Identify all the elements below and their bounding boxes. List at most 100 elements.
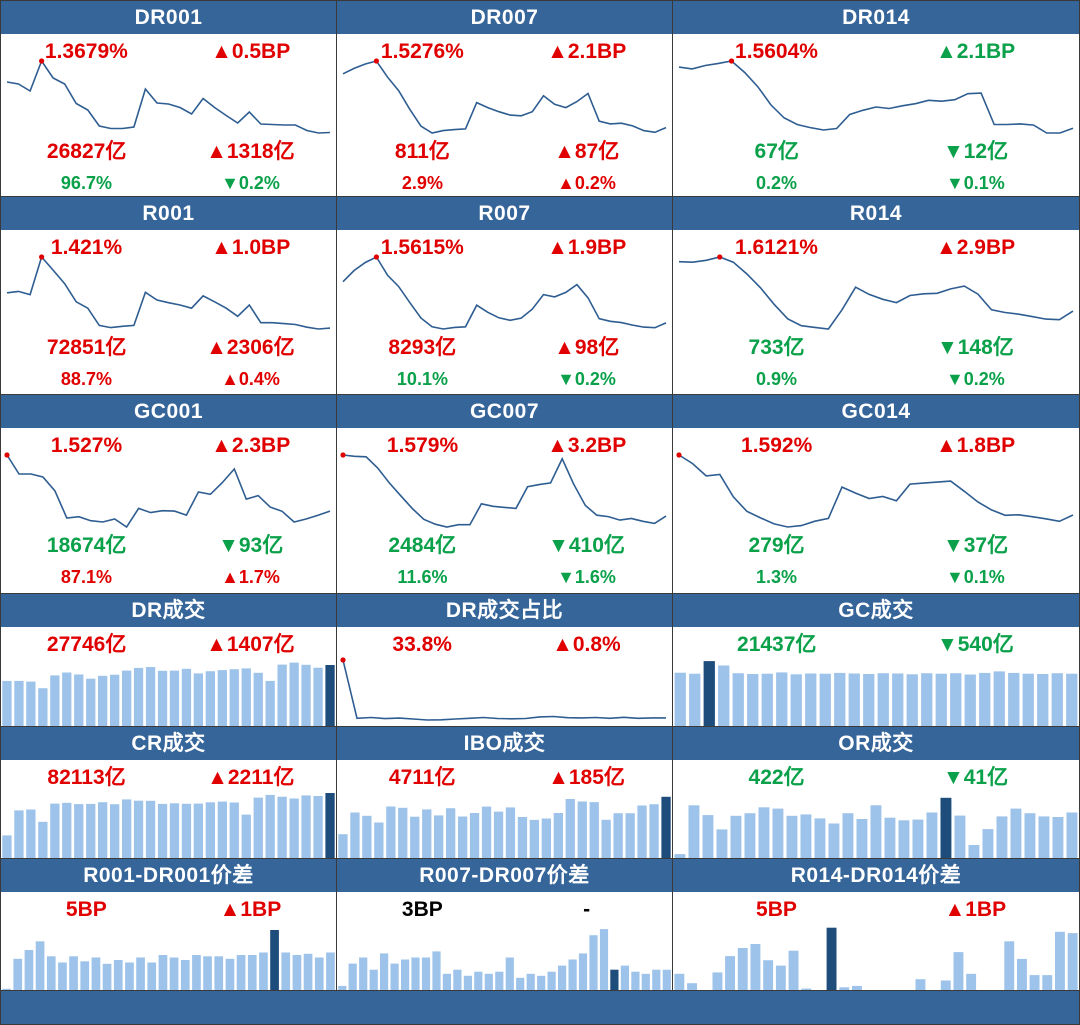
- value-right-1: ▲185亿: [548, 766, 625, 789]
- value-left-1: 5BP: [756, 898, 797, 921]
- bar: [1066, 812, 1078, 858]
- footer-bar: [0, 990, 1080, 1025]
- bar: [14, 680, 24, 726]
- bar: [229, 802, 239, 858]
- bar: [463, 975, 472, 990]
- bar: [786, 815, 798, 858]
- latest-point-marker: [373, 58, 380, 64]
- bar: [750, 944, 761, 990]
- latest-point-marker: [39, 58, 45, 64]
- value-left-1: 1.6121%: [735, 236, 818, 259]
- bar: [193, 673, 203, 726]
- value-left-1: 82113亿: [47, 766, 126, 789]
- bar: [1008, 672, 1020, 726]
- series-line: [6, 59, 331, 134]
- bar: [674, 672, 686, 726]
- latest-point-marker: [340, 452, 346, 458]
- value-left-1: 1.421%: [50, 236, 123, 259]
- bar: [625, 813, 635, 858]
- bar: [877, 673, 889, 726]
- bar: [493, 811, 504, 858]
- line-chart: [678, 58, 1074, 134]
- value-left-1: 3BP: [401, 898, 443, 921]
- panel-title: DR007: [337, 1, 672, 34]
- panel-title: OR成交: [673, 727, 1079, 760]
- bar: [517, 817, 528, 858]
- value-right-1: ▲2.3BP: [211, 434, 291, 457]
- panel-title: GC成交: [673, 594, 1079, 627]
- bar: [380, 953, 389, 990]
- value-left-3: 87.1%: [60, 567, 112, 587]
- value-left-2: 811亿: [394, 140, 450, 163]
- line-chart: [6, 58, 331, 134]
- bar: [481, 806, 492, 858]
- value-right-1: ▲1407亿: [206, 633, 295, 656]
- latest-bar: [703, 661, 715, 726]
- panel-title: IBO成交: [337, 727, 672, 760]
- bar: [91, 957, 101, 990]
- bar: [314, 957, 324, 990]
- bar: [169, 957, 179, 990]
- bar-chart: [674, 927, 1078, 990]
- bar: [398, 807, 408, 858]
- bar: [46, 956, 56, 990]
- bar: [2, 988, 11, 990]
- latest-bar: [325, 793, 335, 858]
- bar: [253, 797, 263, 858]
- panel-title: DR001: [1, 1, 336, 34]
- bar: [613, 813, 623, 858]
- value-left-1: 1.5604%: [735, 40, 818, 63]
- bar: [446, 808, 456, 858]
- bar: [474, 971, 483, 990]
- bar: [453, 969, 462, 990]
- bar: [362, 815, 372, 858]
- bar: [169, 670, 180, 726]
- bar: [74, 674, 84, 726]
- bar: [763, 960, 774, 990]
- bar: [730, 815, 742, 858]
- bar: [313, 796, 323, 858]
- bar: [964, 674, 976, 726]
- bar: [495, 971, 504, 990]
- series-line: [678, 454, 1074, 528]
- bar: [125, 962, 134, 990]
- bar: [113, 960, 123, 990]
- bar: [702, 815, 714, 858]
- value-right-2: ▼410亿: [548, 534, 625, 557]
- value-left-3: 88.7%: [60, 369, 112, 389]
- value-left-1: 1.527%: [50, 434, 123, 457]
- value-left-2: 8293亿: [388, 336, 457, 359]
- bar: [1042, 975, 1053, 990]
- series-line: [342, 454, 667, 528]
- latest-bar: [661, 796, 671, 858]
- value-right-2: ▲98亿: [554, 336, 620, 359]
- value-left-1: 4711亿: [388, 766, 456, 789]
- panel-r014-dr014价差: R014-DR014价差 5BP ▲1BP: [672, 858, 1080, 991]
- value-right-2: ▲1318亿: [206, 140, 295, 163]
- bar: [828, 823, 840, 858]
- bar: [526, 973, 535, 990]
- value-right-1: ▲3.2BP: [547, 434, 627, 457]
- bar: [110, 804, 120, 858]
- bar: [13, 958, 23, 990]
- bar: [157, 670, 168, 726]
- bar: [313, 667, 323, 726]
- bar: [136, 957, 145, 990]
- value-left-3: 1.3%: [756, 567, 798, 587]
- bar-chart: [674, 797, 1078, 858]
- bar: [58, 962, 67, 990]
- bar: [241, 814, 251, 858]
- bar: [181, 668, 192, 726]
- panel-title: DR014: [673, 1, 1079, 34]
- value-right-3: ▼0.2%: [221, 173, 280, 193]
- bar: [761, 673, 773, 726]
- bar: [50, 675, 60, 726]
- bar: [935, 673, 947, 726]
- bar: [912, 819, 924, 858]
- bar: [589, 802, 599, 858]
- value-right-2: ▲87亿: [554, 140, 620, 163]
- value-right-2: ▼148亿: [936, 336, 1014, 359]
- bar: [1067, 933, 1078, 990]
- bar: [14, 810, 24, 858]
- bar: [303, 953, 313, 990]
